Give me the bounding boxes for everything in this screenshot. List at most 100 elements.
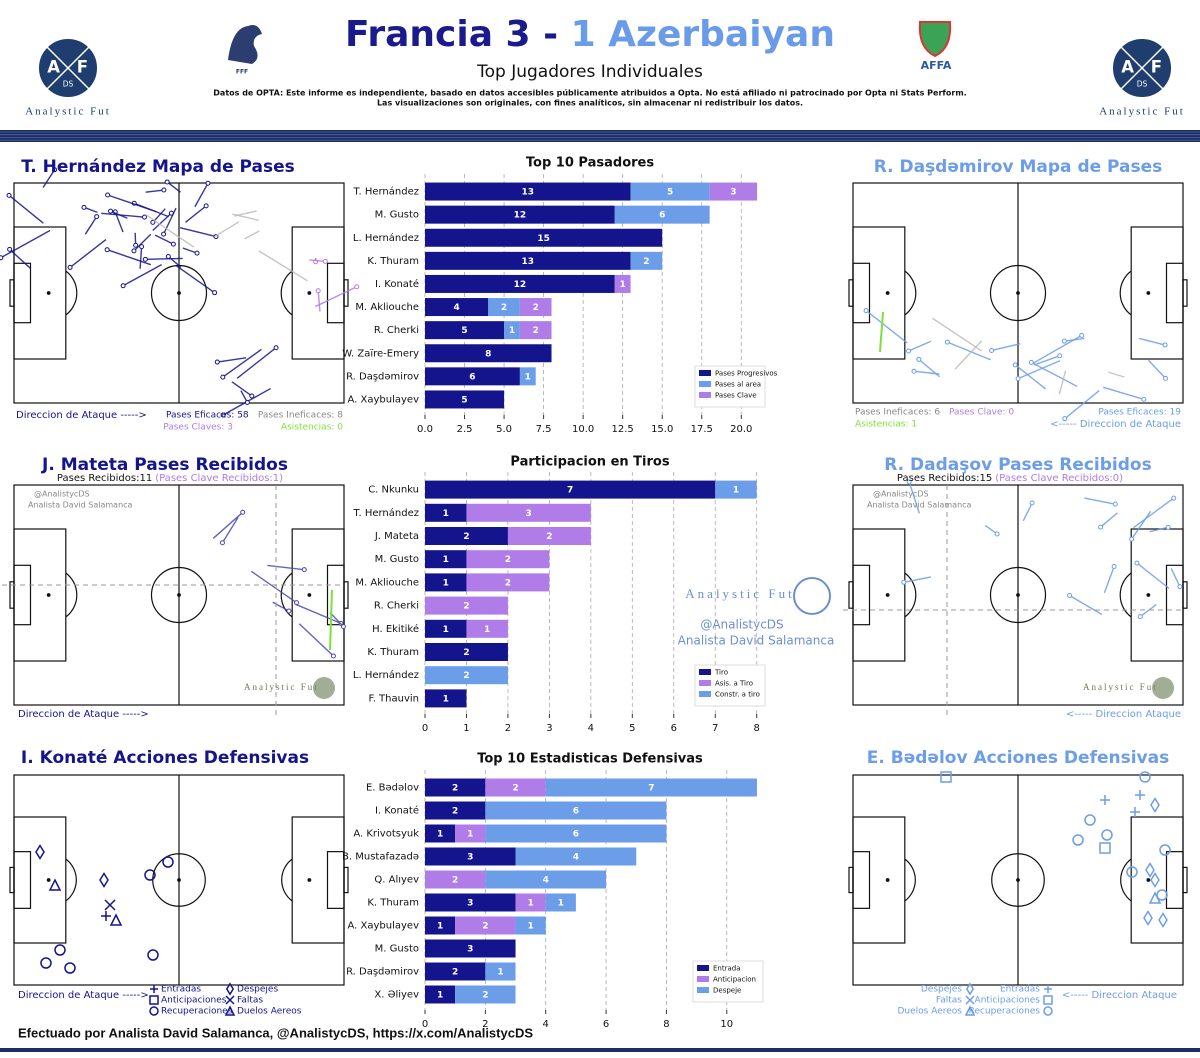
def-interception	[149, 995, 159, 1005]
pass-end	[249, 393, 255, 399]
pass-end	[1141, 396, 1147, 402]
panel-note: <----- Direccion de Ataque	[1050, 419, 1181, 430]
panel-note: Entradas	[1000, 985, 1040, 995]
bar-segment	[515, 916, 546, 935]
pass-end	[240, 509, 246, 515]
pitch-line	[1165, 564, 1184, 626]
bar-segment	[715, 480, 757, 499]
bar-segment	[425, 251, 631, 270]
pass-arrow	[1131, 510, 1152, 540]
pass-arrow	[1139, 603, 1157, 618]
pass-arrow	[107, 194, 157, 213]
def-recovery	[144, 869, 156, 881]
panel-note: Despejes	[921, 985, 962, 995]
pass-end	[916, 356, 922, 362]
value-label: 15	[537, 234, 550, 244]
value-label: 2	[452, 807, 458, 817]
bar-segment	[515, 893, 546, 912]
panel-note: Pases Eficaces: 19	[1098, 408, 1181, 418]
bar-segment	[455, 824, 486, 843]
value-label: 13	[522, 257, 535, 267]
def-clearance	[1143, 910, 1153, 926]
pass-end	[301, 567, 307, 573]
panel-note: Anticipaciones	[975, 996, 1041, 1006]
pitch-line	[1120, 858, 1132, 902]
bar-segment	[425, 298, 489, 317]
def-clearance	[1158, 912, 1168, 928]
pitch-line	[1182, 581, 1188, 609]
value-label: 1	[525, 372, 531, 382]
value-label: 2	[482, 991, 488, 1001]
key-received	[329, 589, 333, 651]
x-tick-label: 7.5	[536, 424, 552, 435]
pitch-line	[13, 564, 32, 626]
value-label: 1	[443, 694, 449, 704]
pass-end	[863, 308, 869, 314]
chart-title: Top 10 Pasadores	[526, 156, 654, 171]
legend-label: Asis. a Tiro	[715, 680, 753, 688]
y-tick-label: T. Hernández	[353, 186, 419, 198]
pitch-line	[280, 270, 293, 316]
def-recovery	[1043, 1006, 1053, 1016]
pass-arrow	[69, 239, 107, 268]
def-recovery	[162, 856, 174, 868]
pass-arrow	[258, 250, 308, 282]
pitch-spot	[307, 593, 312, 597]
bar-segment	[466, 619, 508, 638]
value-label: 1	[443, 555, 449, 565]
pitch-line	[1119, 572, 1132, 618]
pitch-line	[1182, 866, 1188, 894]
panel-note: <----- Direccion Ataque	[1062, 990, 1177, 1001]
def-aerial	[109, 913, 123, 926]
bar-segment	[425, 344, 552, 363]
value-label: 1	[467, 830, 473, 840]
y-tick-label: K. Thuram	[367, 256, 419, 267]
x-tick-label: 4	[588, 723, 594, 734]
value-label: 2	[505, 555, 511, 565]
bar-segment	[630, 182, 710, 201]
pass-arrow	[114, 211, 124, 233]
pass-arrow	[1133, 497, 1175, 529]
pass-end	[141, 214, 147, 220]
pitch-line	[326, 262, 345, 324]
def-recovery	[40, 957, 52, 969]
y-tick-label: R. Cherki	[374, 601, 419, 612]
legend-swatch	[697, 976, 709, 982]
pass-end	[0, 255, 4, 261]
away-badge-shape	[918, 21, 952, 58]
pass-arrow	[106, 249, 152, 266]
def-recovery	[1156, 889, 1168, 901]
x-tick-label: 5	[629, 723, 635, 734]
y-tick-label: K. Thuram	[367, 898, 419, 909]
pitch-spot	[1016, 593, 1020, 597]
pitch-line	[852, 262, 871, 324]
y-tick-label: M. Akliouche	[355, 577, 419, 588]
pass-arrow	[913, 370, 940, 375]
bar-segment	[709, 182, 758, 201]
panel-note: Pases Eficaces: 58	[166, 411, 249, 421]
pass-arrow	[0, 229, 51, 259]
pitch-spot	[885, 878, 890, 882]
bar-segment	[425, 228, 663, 247]
panel-note: Duelos Aereos	[237, 1007, 302, 1017]
pass-arrow	[145, 189, 164, 193]
pass-arrow	[1108, 371, 1125, 378]
pitch-line	[1130, 528, 1184, 662]
pass-end	[273, 345, 279, 351]
pass-end	[354, 284, 360, 290]
value-label: 2	[463, 671, 469, 681]
header-band	[0, 130, 1200, 142]
x-tick-label: 0	[422, 1019, 428, 1030]
pitch-line	[852, 226, 906, 360]
def-clearance	[1145, 862, 1155, 878]
def-recovery	[54, 944, 66, 956]
x-tick-label: 8	[663, 1019, 669, 1030]
x-tick-label: 10.0	[572, 424, 594, 435]
legend-label: Pases al area	[715, 381, 761, 389]
pass-arrow	[133, 233, 152, 252]
value-label: 1	[733, 486, 739, 496]
bar-segment	[425, 367, 520, 386]
panel-note: Entradas	[161, 985, 201, 995]
pitch-line	[65, 572, 78, 618]
pass-arrow	[991, 343, 1021, 352]
